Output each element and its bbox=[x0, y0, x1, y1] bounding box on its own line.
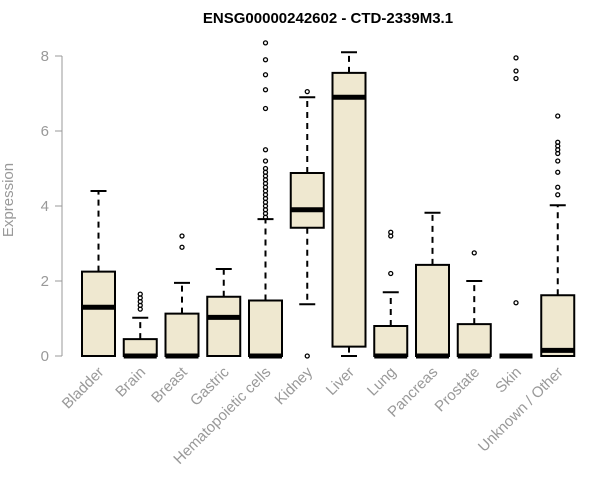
outlier-kidney-1 bbox=[304, 88, 310, 95]
y-axis: 0 2 4 6 8 bbox=[41, 48, 63, 365]
box-kidney bbox=[289, 88, 325, 359]
box-rect-prostate bbox=[456, 323, 492, 357]
y-tick-label-6: 6 bbox=[41, 123, 49, 140]
box-rect-pancreas bbox=[415, 263, 450, 357]
outlier-lung-0 bbox=[388, 270, 394, 277]
box-skin bbox=[499, 55, 533, 359]
x-tick-label-prostate: Prostate bbox=[432, 364, 484, 416]
y-tick-label-0: 0 bbox=[41, 348, 49, 365]
box-rect-brain bbox=[122, 338, 158, 357]
box-lung bbox=[373, 229, 409, 359]
y-tick-label-2: 2 bbox=[41, 273, 49, 290]
box-rect-breast bbox=[164, 312, 200, 357]
box-brain bbox=[122, 291, 158, 359]
outlier-prostate-0 bbox=[471, 250, 477, 256]
box-prostate bbox=[456, 250, 492, 359]
box-rect-lung bbox=[373, 325, 409, 357]
chart-title: ENSG00000242602 - CTD-2339M3.1 bbox=[203, 10, 453, 27]
outlier-brain-4 bbox=[137, 291, 143, 297]
box-liver bbox=[331, 51, 367, 357]
outlier-breast-1 bbox=[179, 233, 185, 239]
outlier-hematopoietic-cells-20 bbox=[262, 40, 269, 46]
y-axis-label: Expression bbox=[0, 163, 17, 237]
outlier-unknown-other-1 bbox=[555, 184, 561, 190]
outlier-unknown-other-2 bbox=[555, 169, 561, 175]
box-unknown-other bbox=[540, 113, 576, 357]
outlier-unknown-other-3 bbox=[555, 158, 561, 164]
outlier-skin-1 bbox=[513, 75, 519, 82]
box-hematopoietic-cells bbox=[248, 40, 283, 359]
box-rect-kidney bbox=[289, 172, 325, 229]
y-tick-label-8: 8 bbox=[41, 48, 49, 65]
outlier-breast-0 bbox=[179, 244, 185, 250]
outlier-skin-2 bbox=[513, 68, 519, 74]
outlier-unknown-other-7 bbox=[555, 139, 561, 145]
x-tick-label-kidney: Kidney bbox=[272, 363, 317, 408]
box-pancreas bbox=[415, 211, 450, 359]
x-tick-label-brain: Brain bbox=[112, 364, 149, 401]
outlier-skin-0 bbox=[513, 300, 519, 306]
box-gastric bbox=[206, 268, 242, 357]
outlier-hematopoietic-cells-13 bbox=[262, 165, 269, 172]
box-rect-hematopoietic-cells bbox=[248, 299, 283, 357]
x-tick-label-skin: Skin bbox=[492, 364, 525, 397]
x-tick-label-breast: Breast bbox=[148, 363, 191, 406]
outlier-unknown-other-8 bbox=[555, 113, 561, 119]
box-rect-gastric bbox=[206, 295, 242, 357]
outlier-hematopoietic-cells-19 bbox=[262, 57, 269, 63]
box-rect-liver bbox=[331, 71, 367, 348]
outlier-hematopoietic-cells-18 bbox=[262, 72, 269, 78]
outlier-lung-2 bbox=[388, 229, 394, 235]
x-tick-label-bladder: Bladder bbox=[59, 364, 108, 413]
box-bladder bbox=[81, 190, 116, 357]
outlier-hematopoietic-cells-17 bbox=[262, 87, 269, 93]
outlier-skin-3 bbox=[513, 55, 519, 61]
x-tick-label-lung: Lung bbox=[364, 364, 400, 400]
outlier-kidney-0 bbox=[304, 353, 310, 359]
outlier-hematopoietic-cells-16 bbox=[262, 105, 269, 112]
box-rect-unknown-other bbox=[540, 294, 576, 357]
box-breast bbox=[164, 233, 200, 359]
outlier-unknown-other-0 bbox=[555, 192, 561, 198]
outlier-hematopoietic-cells-14 bbox=[262, 158, 269, 164]
box-rect-bladder bbox=[81, 270, 116, 357]
boxes-group bbox=[81, 40, 576, 359]
y-tick-label-4: 4 bbox=[41, 198, 49, 215]
outlier-hematopoietic-cells-15 bbox=[262, 147, 269, 153]
x-tick-label-liver: Liver bbox=[323, 364, 358, 399]
